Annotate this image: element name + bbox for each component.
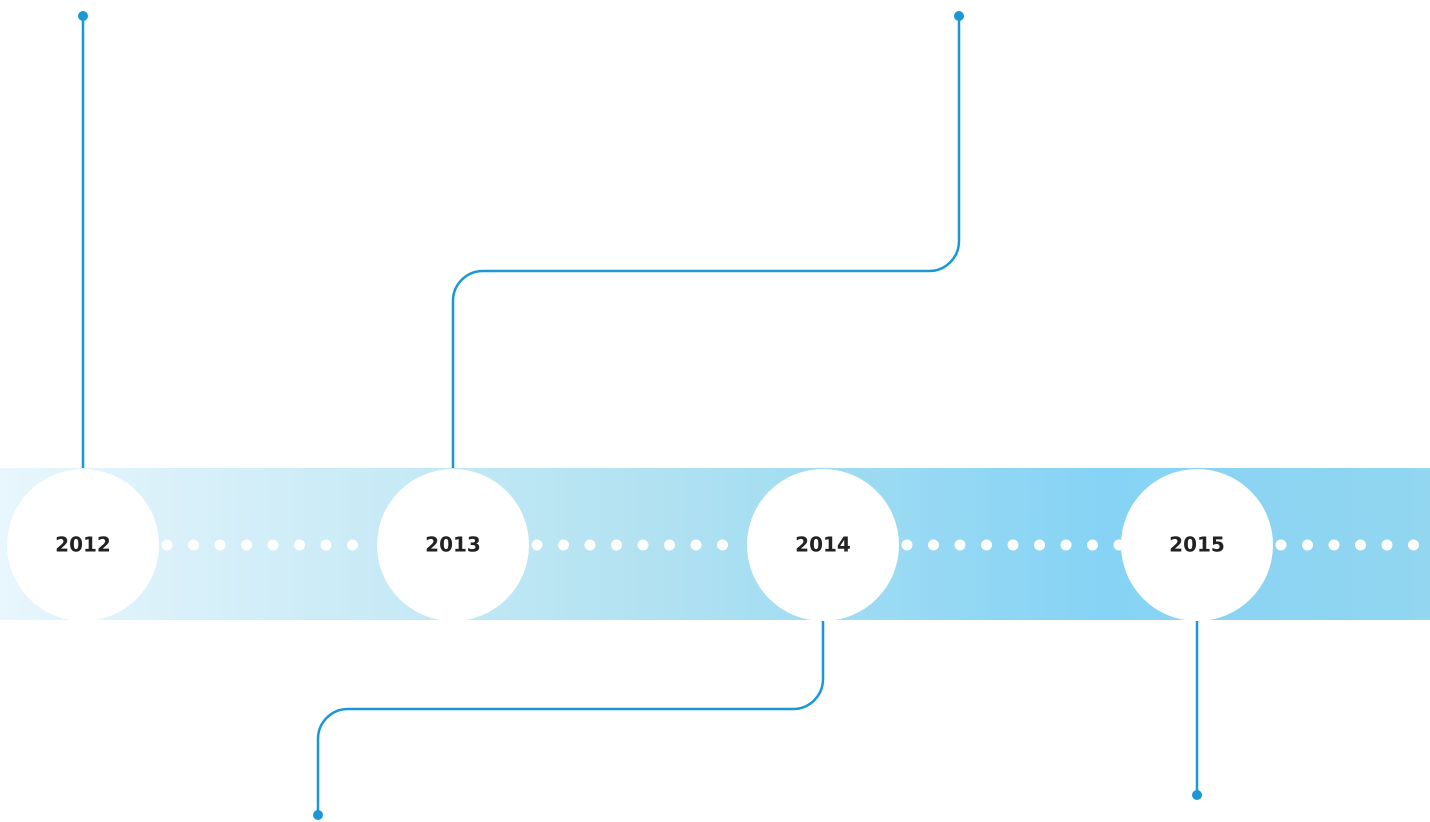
dot — [901, 539, 913, 551]
year-label: 2012 — [55, 533, 111, 557]
connector — [451, 16, 961, 468]
year-label: 2013 — [425, 533, 481, 557]
dot — [611, 539, 622, 551]
dot — [558, 539, 569, 551]
year-nodes: 2012 2013 2014 2015 — [7, 469, 1273, 621]
year-circle — [747, 469, 899, 621]
dot — [347, 539, 358, 551]
connector-end — [313, 810, 323, 820]
dot — [214, 539, 226, 551]
year-label: 2014 — [795, 533, 851, 557]
dot — [584, 539, 596, 551]
dot — [1007, 539, 1019, 551]
connector-end — [78, 11, 88, 21]
year-circle — [1121, 469, 1273, 621]
dot — [294, 539, 305, 551]
dot — [1275, 539, 1287, 551]
dot — [717, 539, 728, 551]
dot — [1060, 539, 1072, 551]
dot — [928, 539, 939, 551]
connector-end — [954, 11, 964, 21]
connector — [316, 620, 825, 815]
dot — [954, 539, 966, 551]
dot — [664, 539, 675, 551]
dot — [188, 539, 199, 551]
dot-row — [161, 539, 1419, 551]
dot — [690, 539, 702, 551]
dot — [1381, 539, 1393, 551]
dot — [1408, 539, 1419, 551]
dot — [1328, 539, 1340, 551]
dot — [241, 539, 252, 551]
dot — [981, 539, 992, 551]
year-circle — [7, 469, 159, 621]
dot — [637, 539, 649, 551]
dot — [1355, 539, 1366, 551]
dot — [1302, 539, 1313, 551]
dot — [1034, 539, 1045, 551]
dot — [161, 539, 173, 551]
dot — [320, 539, 332, 551]
dot — [1087, 539, 1098, 551]
dot — [531, 539, 543, 551]
dot — [267, 539, 279, 551]
connector-end — [1192, 790, 1202, 800]
year-label: 2015 — [1169, 533, 1225, 557]
year-circle — [377, 469, 529, 621]
